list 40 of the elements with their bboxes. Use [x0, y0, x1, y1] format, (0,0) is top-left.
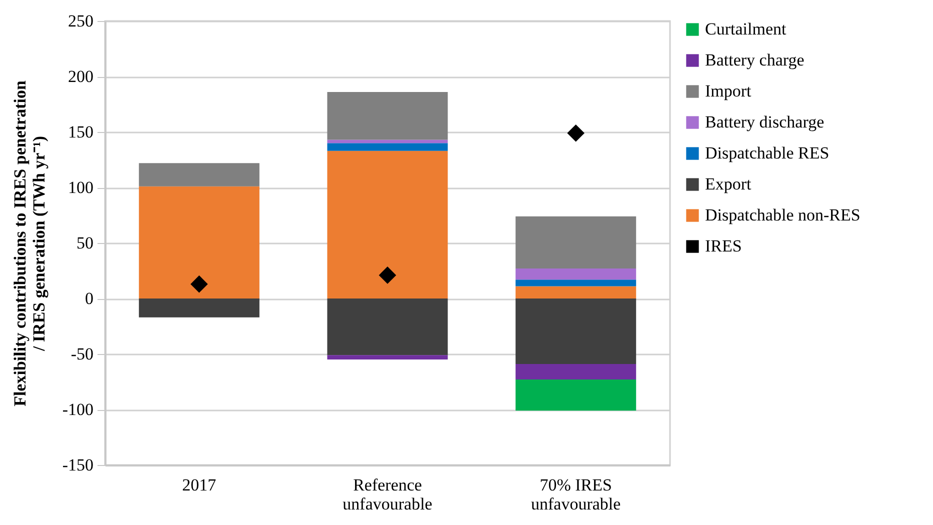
y-tick-label: -50 [70, 344, 94, 364]
y-axis-title: Flexibility contributions to IRES penetration / IRES generation (TWh yr⁻¹) [10, 80, 48, 406]
x-tick-label: Reference unfavourable [342, 476, 432, 514]
y-tick-label: 200 [68, 67, 94, 86]
y-tick-label: 250 [68, 12, 94, 30]
x-tick-label: 70% IRES unfavourable [530, 476, 621, 514]
bar [327, 143, 448, 151]
x-tick-label: 2017 [182, 476, 217, 494]
bar [327, 150, 448, 298]
y-tick-label: -100 [62, 400, 94, 419]
bar [516, 216, 636, 269]
legend-label: Import [705, 82, 752, 100]
point [378, 266, 396, 284]
legend-label: Battery charge [705, 50, 804, 70]
bar [138, 163, 260, 186]
legend-label: Export [705, 174, 752, 194]
legend-label: Dispatchable non-RES [705, 206, 860, 224]
bar [138, 298, 260, 318]
y-tick-label: 150 [68, 122, 94, 142]
bar [138, 186, 260, 298]
point [567, 124, 584, 142]
bar [327, 298, 448, 356]
bar [516, 286, 636, 298]
y-tick-label: -150 [62, 456, 94, 474]
bar [327, 92, 448, 140]
y-tick-label: 0 [85, 289, 94, 308]
point [190, 275, 208, 293]
legend-label: Dispatchable RES [705, 144, 830, 162]
legend-label: IRES [705, 236, 742, 256]
bar [516, 268, 636, 280]
bar [327, 140, 448, 144]
bar [516, 380, 636, 411]
legend-label: Curtailment [705, 20, 786, 38]
legend-label: Battery discharge [705, 112, 824, 132]
y-tick-label: 50 [76, 234, 94, 252]
bar [516, 298, 636, 364]
bar [516, 364, 636, 380]
y-tick-label: 100 [68, 178, 94, 197]
bar [327, 355, 448, 360]
bar [516, 280, 636, 286]
